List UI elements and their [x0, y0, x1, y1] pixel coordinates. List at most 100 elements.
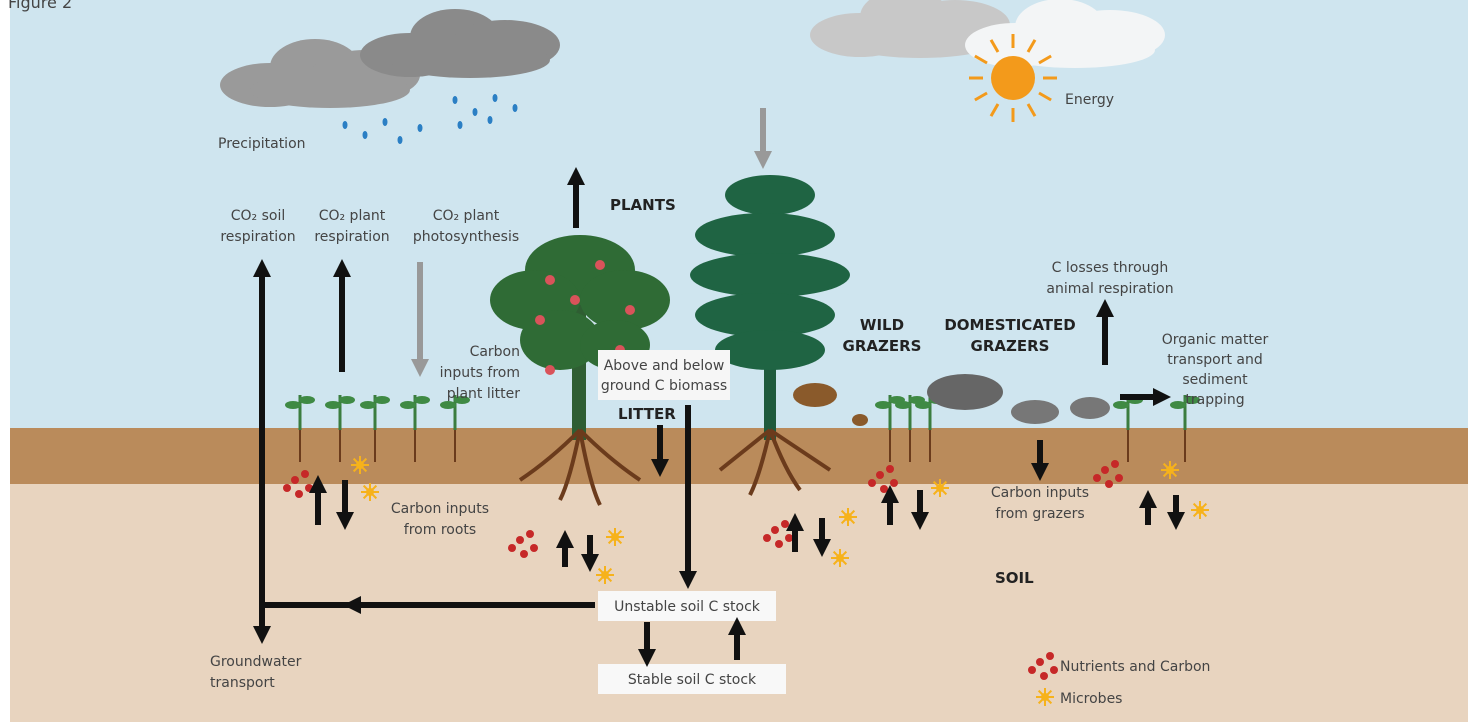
label-line: Carbon	[470, 344, 520, 360]
nutrient	[305, 484, 313, 492]
microbe	[836, 554, 844, 562]
leaf	[895, 401, 911, 409]
label-line: inputs from	[440, 365, 520, 381]
raindrop	[473, 108, 478, 116]
raindrop	[513, 104, 518, 112]
raindrop	[418, 124, 423, 132]
foliage	[715, 330, 825, 370]
nutrient	[1036, 658, 1044, 666]
label-line: photosynthesis	[413, 229, 519, 245]
raindrop	[488, 116, 493, 124]
label: Microbes	[1060, 691, 1122, 707]
nutrient	[301, 470, 309, 478]
fruit	[595, 260, 605, 270]
nutrient	[291, 476, 299, 484]
nutrient	[886, 465, 894, 473]
label: Nutrients and Carbon	[1060, 659, 1210, 675]
nutrient	[880, 485, 888, 493]
label: SOIL	[995, 569, 1034, 587]
leaf	[440, 401, 456, 409]
label-line: trapping	[1185, 392, 1244, 408]
nutrient	[530, 544, 538, 552]
raindrop	[398, 136, 403, 144]
nutrient	[1111, 460, 1119, 468]
microbe	[1196, 506, 1204, 514]
nutrient	[1105, 480, 1113, 488]
leaf	[1113, 401, 1129, 409]
nutrient	[520, 550, 528, 558]
label-line: Carbon inputs	[991, 485, 1089, 501]
nutrient	[890, 479, 898, 487]
microbe	[1166, 466, 1174, 474]
nutrient	[781, 520, 789, 528]
label: LITTER	[618, 405, 676, 423]
nutrient	[1028, 666, 1036, 674]
sheep	[1070, 397, 1110, 419]
foliage	[725, 175, 815, 215]
microbe	[366, 488, 374, 496]
label: Stable soil C stock	[628, 672, 757, 688]
rabbit	[852, 414, 868, 426]
microbe	[611, 533, 619, 541]
foliage	[580, 270, 670, 330]
label-line: GRAZERS	[971, 337, 1050, 355]
deer	[793, 383, 837, 407]
label-line: WILD	[860, 316, 904, 334]
label-line: animal respiration	[1046, 281, 1173, 297]
fruit	[545, 365, 555, 375]
microbe	[1041, 693, 1049, 701]
leaf	[339, 396, 355, 404]
nutrient	[785, 534, 793, 542]
fruit	[545, 275, 555, 285]
nutrient	[283, 484, 291, 492]
label-line: sediment	[1182, 372, 1248, 388]
microbe	[936, 484, 944, 492]
nutrient	[775, 540, 783, 548]
label-line: from grazers	[995, 506, 1084, 522]
label-line: GRAZERS	[843, 337, 922, 355]
leaf	[285, 401, 301, 409]
nutrient	[1093, 474, 1101, 482]
label-line: CO₂ soil	[231, 208, 286, 224]
label-line: respiration	[314, 229, 389, 245]
raindrop	[343, 121, 348, 129]
microbe	[844, 513, 852, 521]
label: Unstable soil C stock	[614, 599, 761, 615]
label-line: plant litter	[447, 386, 521, 402]
leaf	[374, 396, 390, 404]
raindrop	[458, 121, 463, 129]
sun	[991, 56, 1035, 100]
label-line: respiration	[220, 229, 295, 245]
microbe	[601, 571, 609, 579]
raindrop	[493, 94, 498, 102]
raindrop	[363, 131, 368, 139]
label-line: DOMESTICATED	[944, 316, 1075, 334]
label-line: ground C biomass	[601, 378, 727, 394]
label-line: Carbon inputs	[391, 501, 489, 517]
nutrient	[1115, 474, 1123, 482]
label-line: Above and below	[604, 358, 725, 374]
label-line: CO₂ plant	[319, 208, 386, 224]
leaf	[414, 396, 430, 404]
nutrient	[763, 534, 771, 542]
cloud	[390, 42, 550, 78]
label-line: transport	[210, 675, 275, 691]
leaf	[360, 401, 376, 409]
cow	[927, 374, 1003, 410]
nutrient	[1040, 672, 1048, 680]
fruit	[535, 315, 545, 325]
leaf	[400, 401, 416, 409]
nutrient	[508, 544, 516, 552]
nutrient	[295, 490, 303, 498]
nutrient	[1046, 652, 1054, 660]
nutrient	[526, 530, 534, 538]
label-line: transport and	[1167, 352, 1262, 368]
cloud	[250, 72, 410, 108]
nutrient	[771, 526, 779, 534]
label: Energy	[1065, 92, 1114, 108]
raindrop	[453, 96, 458, 104]
figure-label: Figure 2	[8, 0, 72, 12]
foliage	[695, 213, 835, 257]
label: PLANTS	[610, 196, 676, 214]
raindrop	[383, 118, 388, 126]
